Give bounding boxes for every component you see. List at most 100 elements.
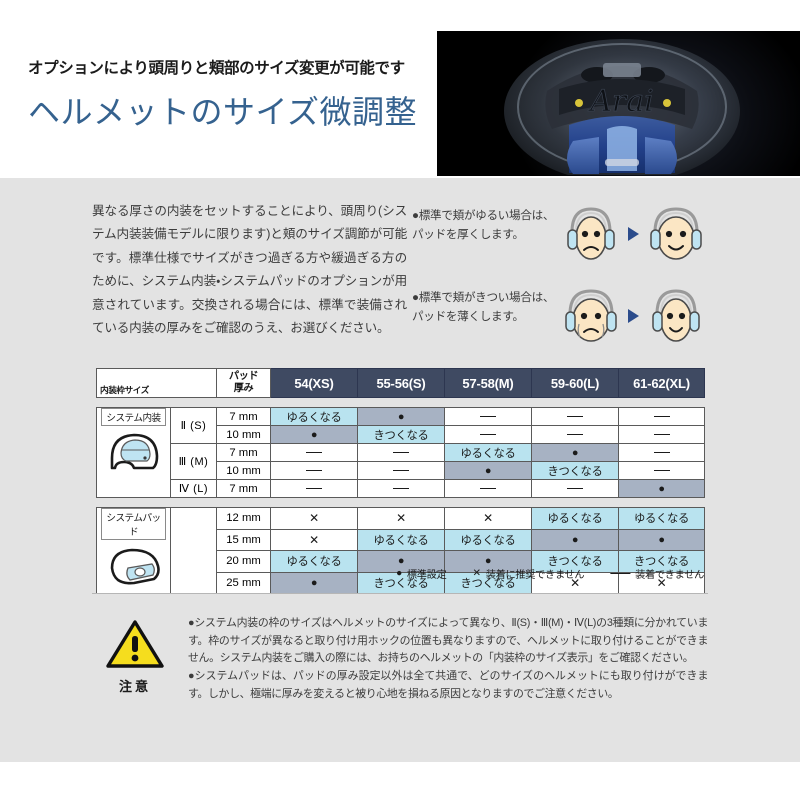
cell-text: きつくなる: [634, 556, 689, 569]
frame-size-cell: [170, 507, 217, 594]
helmet-cheekpad-icon: [104, 548, 164, 592]
table-cell: ゆるくなる: [618, 507, 705, 530]
caution-label: 注意: [118, 679, 151, 694]
header-size-6162xl: 61-62(XL): [618, 368, 705, 398]
table-cell: ゆるくなる: [444, 528, 532, 551]
header-size-5758m: 57-58(M): [444, 368, 532, 398]
warning-block: 注意 ●システム内装の枠のサイズはヘルメットのサイズによって異なり、Ⅱ(S)・Ⅲ…: [96, 615, 708, 703]
legend-symbol: ——: [610, 568, 631, 579]
cell-dash-icon: [480, 488, 496, 490]
table-system-liner: システム内装 Ⅱ (S) 7 mm ゆるくなる ● 10 mm ● きつくなる Ⅲ (M) 7 m…: [96, 407, 705, 498]
table-cell: [618, 407, 705, 426]
pad-thickness-cell: 12 mm: [216, 507, 271, 530]
cell-dot-icon: ●: [397, 410, 405, 423]
corner-label-frame-size: 内装枠サイズ: [100, 385, 149, 395]
table-cell: ●: [618, 479, 705, 498]
table-cell: [270, 443, 358, 462]
arrow-right-icon: [628, 309, 639, 323]
cell-dash-icon: [653, 452, 670, 454]
example-text-loose: ●標準で頬がゆるい場合は、パッドを厚くします。: [412, 209, 555, 242]
cell-x-icon: ✕: [656, 575, 667, 590]
example-faces-tight: [560, 284, 707, 348]
cell-x-icon: ✕: [396, 511, 406, 526]
legend-symbol: ●: [396, 568, 402, 579]
cell-dash-icon: [393, 488, 409, 490]
cell-text: ゆるくなる: [460, 534, 516, 547]
cell-dash-icon: [567, 434, 583, 436]
cell-text: ゆるくなる: [286, 411, 342, 424]
table-system-pad: システムパッド 12 mm ✕ ✕ ✕ ゆるくなる ゆるくなる 15 mm ✕ ゆるくなる ゆるくな…: [96, 507, 705, 594]
warning-triangle-icon: [106, 620, 164, 668]
pad-label-line1: パッド: [228, 371, 259, 383]
table-cell: ●: [357, 407, 445, 426]
cell-dot-icon: ●: [310, 576, 318, 589]
header-size-5556s: 55-56(S): [357, 368, 445, 398]
table-cell: ✕: [444, 507, 532, 530]
cell-dot-icon: ●: [397, 555, 405, 568]
smile-narrow-face: [652, 289, 700, 342]
table-row: 10 mm ● きつくなる: [97, 461, 705, 480]
table-header: 内装枠サイズ パッド 厚み 54(XS) 55-56(S) 57-58(M) 5…: [96, 368, 705, 398]
sad-narrow-face: [567, 207, 615, 260]
arrow-right-icon: [628, 227, 639, 241]
table-row: 10 mm ● きつくなる: [97, 425, 705, 444]
table-row: Ⅲ (M) 7 mm ゆるくなる ●: [97, 443, 705, 480]
table-cell: [444, 425, 532, 444]
cell-text: きつくなる: [547, 465, 603, 478]
example-text-tight: ●標準で頬がきつい場合は、パッドを薄くします。: [412, 291, 555, 324]
header-banner: Arai オプションにより頭周りと頬部のサイズ変更が可能です ヘルメットのサイズ…: [0, 0, 800, 178]
cell-dot-icon: ●: [310, 428, 318, 441]
example-row-loose: ●標準で頬がゆるい場合は、パッドを厚くします。: [412, 202, 742, 270]
legend-item: ● 標準設定: [396, 566, 447, 581]
frame-size-cell: Ⅳ (L): [170, 479, 217, 498]
table-row: Ⅳ (L) 7 mm ●: [97, 479, 705, 498]
cell-dash-icon: [306, 488, 322, 490]
pad-label-line2: 厚み: [233, 383, 254, 394]
svg-text:Arai: Arai: [587, 84, 654, 119]
legend-item: ✕ 装着に推奨できません: [472, 566, 584, 581]
pad-thickness-cell: 10 mm: [216, 425, 271, 444]
table-row: 25 mm ● きつくなる きつくなる ✕ ✕: [97, 571, 705, 594]
legend-label: 装着できません: [635, 570, 704, 581]
cell-dot-icon: ●: [484, 555, 492, 568]
table-cell: きつくなる: [357, 571, 445, 594]
header-pad-thickness: パッド 厚み: [216, 368, 271, 398]
helmet-liner-icon: [104, 433, 164, 478]
section-label-cell: システムパッド: [96, 507, 171, 594]
cell-dot-icon: ●: [658, 482, 665, 495]
table-row: 20 mm ゆるくなる ● ● きつくなる きつくなる: [97, 550, 705, 573]
table-cell: [618, 461, 705, 480]
cell-x-icon: ✕: [309, 532, 319, 547]
table-cell: [444, 479, 532, 498]
table-cell: ●: [618, 528, 705, 551]
table-cell: [531, 425, 619, 444]
section-label: システム内装: [101, 408, 166, 426]
cell-text: ゆるくなる: [547, 513, 603, 526]
table-cell: ●: [270, 425, 358, 444]
helmet-interior-photo: Arai: [437, 31, 800, 176]
cell-dash-icon: [653, 416, 670, 418]
table-cell: きつくなる: [618, 550, 705, 573]
header-titles: オプションにより頭周りと頬部のサイズ変更が可能です ヘルメットのサイズ微調整: [28, 56, 468, 133]
table-cell: ゆるくなる: [357, 528, 445, 551]
cell-dot-icon: ●: [658, 533, 665, 546]
header-size-5960l: 59-60(L): [531, 368, 619, 398]
smile-wide-face: [650, 207, 702, 260]
cell-dash-icon: [567, 488, 583, 490]
table-cell: ●: [444, 461, 532, 480]
table-cell: [531, 407, 619, 426]
table-cell: [444, 407, 532, 426]
pad-thickness-cell: 7 mm: [216, 443, 271, 462]
cell-text: きつくなる: [547, 556, 603, 569]
legend-item: —— 装着できません: [610, 566, 704, 581]
header-corner-frame-size: 内装枠サイズ: [96, 368, 217, 398]
cell-dash-icon: [306, 452, 322, 454]
cell-text: ゆるくなる: [460, 447, 516, 460]
cell-dash-icon: [393, 470, 409, 472]
cell-dot-icon: ●: [571, 533, 579, 546]
intro-block: 異なる厚さの内装をセットすることにより、頭周り(システム内装装備モデルに限ります…: [92, 200, 407, 341]
table-cell: きつくなる: [531, 461, 619, 480]
table-cell: [531, 479, 619, 498]
cell-text: きつくなる: [373, 577, 429, 590]
